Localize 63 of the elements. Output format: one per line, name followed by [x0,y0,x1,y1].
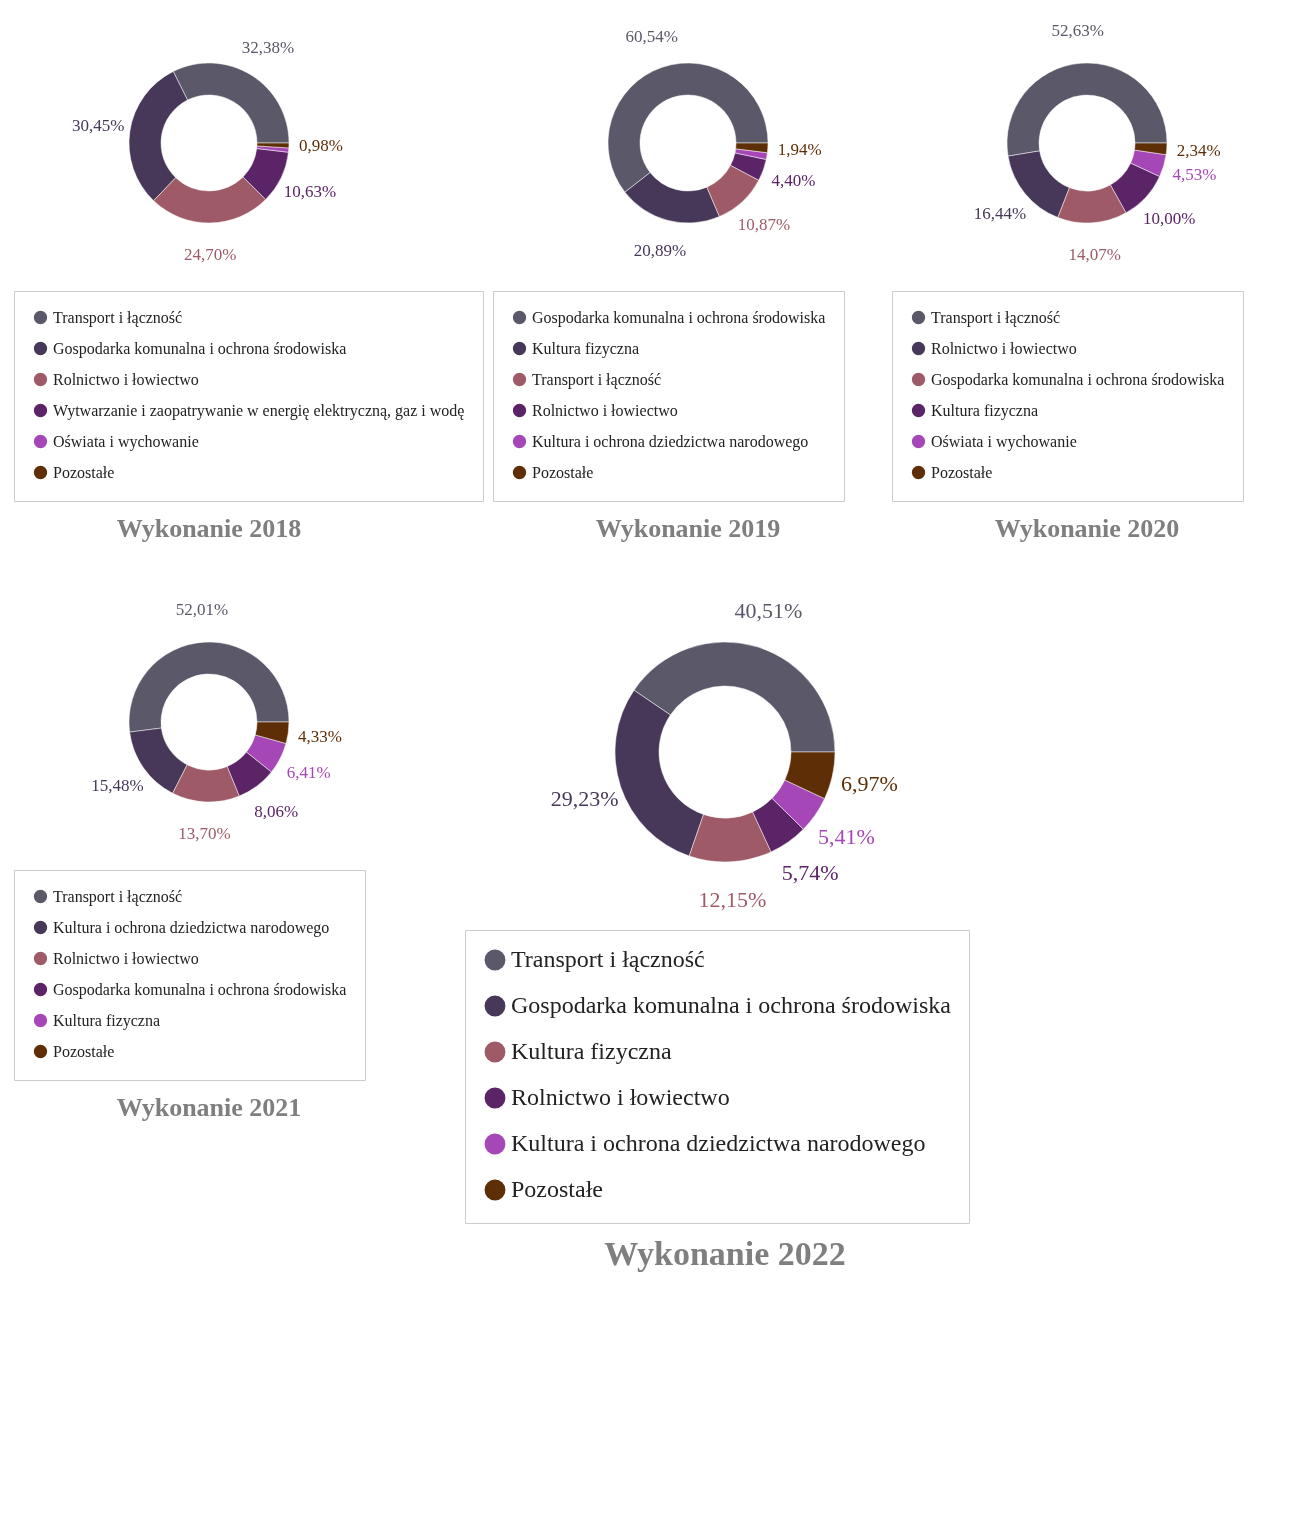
text: Wykonanie 2022 [604,1234,846,1272]
legend-label: Rolnictwo i łowiectwo [931,339,1077,357]
data-label: 4,33% [298,727,342,747]
legend-label: Pozostałe [532,463,594,481]
data-label: 5,74% [781,860,839,886]
data-label: 13,70% [178,823,231,843]
data-label: 12,15% [698,886,767,912]
data-label: 4,53% [1172,164,1217,184]
data-label: 10,87% [737,215,791,235]
legend-label: Rolnictwo i łowiectwo [53,370,199,388]
legend-label: Kultura fizyczna [511,1038,672,1064]
data-label: 24,70% [184,244,237,264]
data-label: 32,38% [241,37,295,57]
data-label: 14,07% [1068,244,1121,264]
data-label: 4,40% [771,170,816,190]
legend-label: Gospodarka komunalna i ochrona środowiska [511,992,952,1018]
legend-label: Rolnictwo i łowiectwo [511,1084,730,1110]
legend-label: Oświata i wychowanie [53,432,199,451]
legend-label: Transport i łączność [511,946,705,972]
legend-label: Kultura i ochrona dziedzictwa narodowego [511,1130,926,1156]
legend-label: Pozostałe [53,463,115,481]
legend-label: Pozostałe [511,1176,603,1202]
text: Wykonanie 2019 [595,513,781,543]
legend-label: Gospodarka komunalna i ochrona środowiska [532,308,826,327]
legend-label: Kultura fizyczna [532,339,640,358]
legend-label: Rolnictwo i łowiectwo [53,949,199,967]
legend-label: Wytwarzanie i zaopatrywanie w energię elektryczną, gaz i wodę [53,401,465,420]
legend-label: Gospodarka komunalna i ochrona środowiska [931,370,1225,389]
text: Wykonanie 2018 [116,513,302,543]
data-label: 60,54% [625,27,678,47]
data-label: 40,51% [734,597,803,623]
legend-label: Rolnictwo i łowiectwo [532,401,678,419]
legend-label: Pozostałe [53,1042,115,1060]
legend-label: Gospodarka komunalna i ochrona środowiska [53,339,347,358]
data-label: 8,06% [254,801,299,821]
data-label: 16,44% [973,203,1027,223]
data-label: 52,63% [1051,21,1104,41]
data-label: 10,00% [1143,208,1196,228]
legend-label: Transport i łączność [53,308,183,327]
legend-label: Transport i łączność [532,370,662,389]
legend-label: Kultura i ochrona dziedzictwa narodowego [53,918,330,937]
data-label: 6,41% [286,763,331,783]
text: Wykonanie 2021 [116,1092,302,1122]
data-label: 2,34% [1176,141,1221,161]
legend-label: Transport i łączność [53,887,183,906]
text: Wykonanie 2020 [994,513,1180,543]
legend-label: Kultura i ochrona dziedzictwa narodowego [532,432,809,451]
data-label: 20,89% [633,241,687,261]
data-label: 1,94% [777,139,822,159]
legend-label: Gospodarka komunalna i ochrona środowiska [53,980,347,999]
legend-label: Transport i łączność [931,308,1061,327]
data-label: 52,01% [175,600,229,620]
data-label: 6,97% [841,771,898,797]
data-label: 5,41% [818,823,875,849]
legend-label: Kultura fizyczna [931,401,1039,420]
legend-label: Oświata i wychowanie [931,432,1077,451]
legend-label: Pozostałe [931,463,993,481]
data-label: 10,63% [283,181,337,201]
data-label: 0,98% [298,136,343,156]
data-label: 15,48% [91,776,144,796]
data-label: 29,23% [550,785,619,811]
legend-label: Kultura fizyczna [53,1011,161,1030]
data-label: 30,45% [72,116,125,136]
